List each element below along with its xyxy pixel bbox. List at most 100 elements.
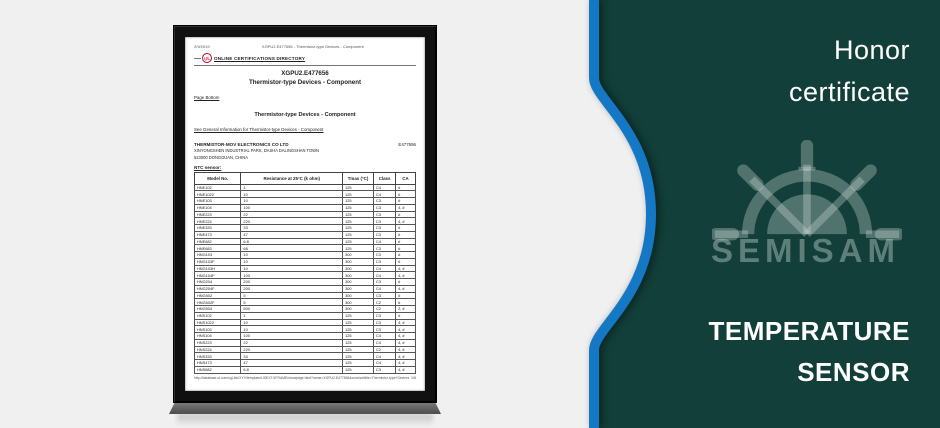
general-info-link[interactable]: See General Information for Thermistor-t…: [194, 126, 324, 132]
table-cell: HNG103F: [193, 257, 242, 266]
directory-link[interactable]: ONLINE CERTIFICATIONS DIRECTORY: [214, 55, 306, 61]
table-cell: C3: [372, 224, 397, 232]
table-cell: #: [395, 210, 416, 219]
table-cell: 125: [342, 217, 374, 225]
table-cell: C3: [372, 244, 397, 252]
table-cell: HNG502: [193, 291, 242, 300]
table-cell: 200: [240, 284, 344, 293]
table-cell: 33: [240, 352, 344, 360]
table-cell: C3: [372, 257, 397, 266]
table-cell: 4, #: [395, 203, 416, 212]
table-cell: C3: [372, 318, 397, 327]
table-cell: 125: [342, 230, 374, 239]
table-label: NTC sensor:: [194, 164, 222, 170]
table-cell: C2: [372, 345, 397, 354]
table-cell: #: [395, 244, 416, 252]
ntc-sensor-table: Model No. Resistance at 25°C (k ohm) Tma…: [193, 171, 416, 374]
table-cell: 6.8: [240, 237, 344, 246]
table-cell: 4, #: [395, 271, 416, 279]
col-header-model: Model No.: [193, 171, 242, 185]
table-row: HNE682 6.8 125 C4 #: [193, 237, 416, 246]
table-row: HNS102 1 125 C3 #: [193, 311, 416, 320]
table-cell: 125: [342, 338, 374, 347]
table-cell: HNG204: [193, 278, 242, 286]
table-cell: 220: [240, 217, 344, 225]
table-cell: #: [395, 278, 416, 286]
heading-line: certificate: [788, 76, 910, 107]
table-row: HNE103 10 125 C3 #: [193, 197, 416, 205]
table-cell: 125: [342, 365, 374, 374]
table-cell: 100: [240, 203, 344, 212]
table-cell: C3: [372, 197, 397, 205]
table-cell: HNE1022: [193, 190, 242, 198]
company-address-line2: 523000 DONGGUAN, CHINA: [194, 154, 248, 160]
table-cell: HNE223: [193, 210, 242, 219]
table-cell: 125: [342, 203, 374, 212]
table-cell: HNS1022: [193, 318, 242, 327]
certificate-frame: 2/9/2019 XGPU2.E477656 - Thermistor-type…: [173, 25, 437, 403]
table-cell: HNE683: [193, 244, 242, 252]
directory-header: UL ONLINE CERTIFICATIONS DIRECTORY: [194, 52, 416, 66]
table-cell: 300: [342, 264, 374, 273]
table-cell: HNG103: [193, 251, 242, 259]
table-cell: 10: [240, 257, 344, 266]
table-row: HNE683 68 125 C3 #: [193, 244, 416, 252]
table-cell: HNS104: [193, 332, 242, 340]
table-cell: C3: [372, 251, 397, 259]
table-row: HNS224 220 125 C2 4, #: [193, 345, 416, 354]
table-row: HNG502F 5 300 C2 #: [193, 298, 416, 306]
page-footer: http://database.ul.com/cgi-bin/XYV/templ…: [194, 376, 416, 380]
table-cell: HNE102: [193, 183, 242, 192]
table-cell: C3: [372, 311, 397, 320]
table-cell: #: [395, 251, 416, 259]
table-cell: 4, #: [395, 264, 416, 273]
table-cell: 125: [342, 190, 374, 198]
table-cell: C3: [372, 217, 397, 225]
table-cell: #: [395, 298, 416, 306]
table-cell: C2: [372, 298, 397, 306]
table-cell: HNS223: [193, 338, 242, 347]
table-cell: C3: [372, 365, 397, 374]
table-cell: HNS103: [193, 325, 242, 333]
table-cell: #: [395, 183, 416, 192]
table-cell: HNG104F: [193, 271, 242, 279]
table-row: HNS473 47 125 C4 4, #: [193, 359, 416, 367]
table-cell: 47: [240, 359, 344, 367]
table-cell: 125: [342, 325, 374, 333]
page-indicator: 1/8: [411, 376, 416, 380]
table-row: HNS682 6.8 125 C3 4, #: [193, 365, 416, 374]
heading-line: SENSOR: [797, 357, 910, 388]
table-cell: 200: [240, 278, 344, 286]
table-cell: HNE104: [193, 203, 242, 212]
frame-stand: [169, 403, 441, 414]
table-cell: C4: [372, 183, 397, 192]
honor-certificate-heading: Honor certificate: [789, 30, 910, 114]
table-row: HNG504 500 300 C2 2, #: [193, 305, 416, 313]
section-title: Thermistor-type Devices - Component: [254, 111, 356, 118]
table-cell: 47: [240, 230, 344, 239]
ship-wheel-icon: [712, 140, 902, 241]
table-row: HNE333 33 125 C3 #: [193, 224, 416, 232]
table-cell: 300: [342, 291, 374, 300]
table-cell: 1: [240, 183, 344, 192]
table-cell: 4, #: [395, 217, 416, 225]
print-date: 2/9/2019: [194, 44, 210, 49]
table-cell: HNE473: [193, 230, 242, 239]
table-cell: C4: [372, 338, 397, 347]
table-cell: HNE682: [193, 237, 242, 246]
page-bottom-link[interactable]: Page Bottom: [194, 94, 220, 100]
table-cell: 4, #: [395, 359, 416, 367]
table-cell: 22: [240, 338, 344, 347]
table-cell: #: [395, 230, 416, 239]
table-cell: #: [395, 257, 416, 266]
table-cell: 125: [342, 318, 374, 327]
table-cell: 300: [342, 278, 374, 286]
table-cell: C4: [372, 190, 397, 198]
table-cell: 2, #: [395, 305, 416, 313]
table-cell: C4: [372, 264, 397, 273]
table-cell: 300: [342, 257, 374, 266]
table-cell: HNE333: [193, 224, 242, 232]
table-row: HNS333 33 125 C4 4, #: [193, 352, 416, 360]
ul-logo-icon: UL: [201, 52, 213, 64]
